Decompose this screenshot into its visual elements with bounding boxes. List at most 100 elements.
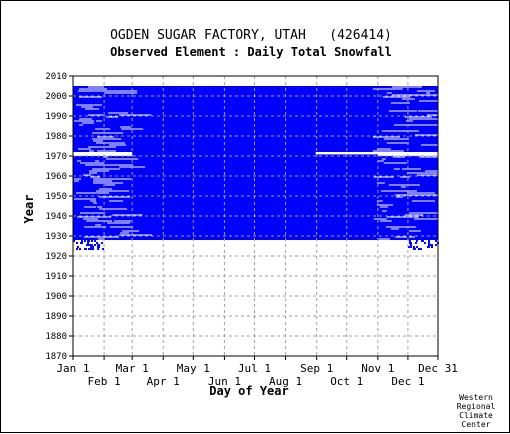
year-row bbox=[73, 210, 438, 212]
year-row bbox=[73, 192, 438, 194]
year-row bbox=[73, 222, 438, 224]
y-tick-label: 1960 bbox=[45, 172, 67, 182]
gap-mark bbox=[381, 130, 409, 132]
year-row bbox=[73, 156, 438, 158]
gap-mark bbox=[379, 220, 392, 222]
gap-mark bbox=[103, 156, 109, 158]
year-row bbox=[73, 138, 438, 140]
data-point bbox=[88, 248, 91, 250]
gap-mark bbox=[379, 150, 404, 152]
gap-mark bbox=[411, 190, 417, 192]
year-row bbox=[73, 144, 438, 146]
data-point bbox=[98, 244, 101, 246]
gap-mark bbox=[95, 138, 121, 140]
gap-mark bbox=[397, 194, 431, 196]
x-tick-label: Sep 1 bbox=[300, 362, 333, 375]
year-row bbox=[73, 176, 438, 178]
chart-subtitle: Observed Element : Daily Total Snowfall bbox=[110, 45, 392, 59]
gap-mark bbox=[424, 170, 438, 172]
year-row bbox=[73, 106, 438, 108]
gap-mark bbox=[393, 94, 424, 96]
data-point bbox=[408, 240, 411, 242]
year-row bbox=[73, 104, 438, 106]
data-point bbox=[427, 246, 430, 248]
data-point bbox=[426, 246, 429, 248]
data-point bbox=[427, 240, 430, 242]
gap-mark bbox=[92, 168, 121, 170]
data-point bbox=[417, 248, 420, 250]
gap-mark bbox=[399, 176, 410, 178]
gap-mark bbox=[376, 182, 385, 184]
gap-mark bbox=[404, 116, 432, 118]
year-row bbox=[73, 204, 438, 206]
gap-mark bbox=[408, 236, 415, 238]
year-row bbox=[73, 116, 438, 118]
gap-mark bbox=[85, 164, 91, 166]
gap-mark bbox=[99, 196, 131, 198]
year-row bbox=[73, 208, 438, 210]
year-row bbox=[73, 172, 438, 174]
year-row bbox=[73, 134, 438, 136]
y-tick-label: 2010 bbox=[45, 72, 67, 82]
gap-mark bbox=[78, 148, 92, 150]
gap-mark bbox=[110, 226, 134, 228]
gap-mark bbox=[74, 120, 95, 122]
year-row bbox=[73, 90, 438, 92]
data-point bbox=[408, 242, 411, 244]
gap-mark bbox=[390, 102, 410, 104]
gap-mark bbox=[400, 186, 406, 188]
gap-mark bbox=[399, 190, 417, 192]
chart-title: OGDEN SUGAR FACTORY, UTAH (426414) bbox=[110, 28, 392, 43]
x-tick-label: Apr 1 bbox=[147, 375, 180, 388]
gap-mark bbox=[107, 222, 131, 224]
year-row bbox=[73, 230, 438, 232]
gap-mark bbox=[83, 218, 99, 220]
x-tick-label: Feb 1 bbox=[88, 375, 121, 388]
gap-mark bbox=[79, 118, 93, 120]
x-tick-label: Jun 1 bbox=[208, 375, 241, 388]
credit-block: Western Regional Climate Center bbox=[457, 393, 496, 429]
gap-mark bbox=[92, 132, 124, 134]
x-tick-label: Jan 1 bbox=[56, 362, 89, 375]
gap-mark bbox=[112, 214, 143, 216]
data-point bbox=[97, 244, 100, 246]
data-point bbox=[87, 240, 90, 242]
gap-mark bbox=[391, 86, 404, 88]
gap-mark bbox=[93, 178, 104, 180]
data-point bbox=[84, 248, 87, 250]
gap-mark bbox=[85, 162, 105, 164]
year-row bbox=[73, 124, 438, 126]
data-point bbox=[92, 248, 95, 250]
gap-mark bbox=[93, 182, 124, 184]
data-point bbox=[80, 242, 83, 244]
y-tick-label: 1890 bbox=[45, 312, 67, 322]
gap-mark bbox=[84, 206, 97, 208]
data-point bbox=[407, 246, 410, 248]
gap-mark bbox=[377, 160, 384, 162]
y-tick-label: 1910 bbox=[45, 272, 67, 282]
gap-mark bbox=[76, 104, 85, 106]
gap-mark bbox=[415, 194, 438, 196]
gap-mark bbox=[109, 200, 124, 202]
gap-mark bbox=[97, 136, 115, 138]
credit-line: Climate bbox=[459, 411, 493, 420]
year-row bbox=[73, 86, 438, 88]
data-point bbox=[413, 248, 416, 250]
year-row bbox=[73, 178, 438, 180]
data-point bbox=[414, 242, 417, 244]
gap-mark bbox=[106, 90, 138, 92]
data-point bbox=[87, 244, 90, 246]
gap-mark bbox=[416, 174, 433, 176]
x-axis-label: Day of Year bbox=[209, 384, 288, 398]
gap-mark bbox=[426, 114, 438, 116]
gap-mark bbox=[122, 230, 140, 232]
gap-mark bbox=[86, 220, 98, 222]
year-row bbox=[73, 186, 438, 188]
data-point bbox=[427, 244, 430, 246]
data-point bbox=[423, 242, 426, 244]
credit-line: Regional bbox=[457, 402, 496, 411]
year-row bbox=[132, 152, 378, 154]
gap-mark bbox=[420, 144, 438, 146]
gap-mark bbox=[90, 164, 124, 166]
